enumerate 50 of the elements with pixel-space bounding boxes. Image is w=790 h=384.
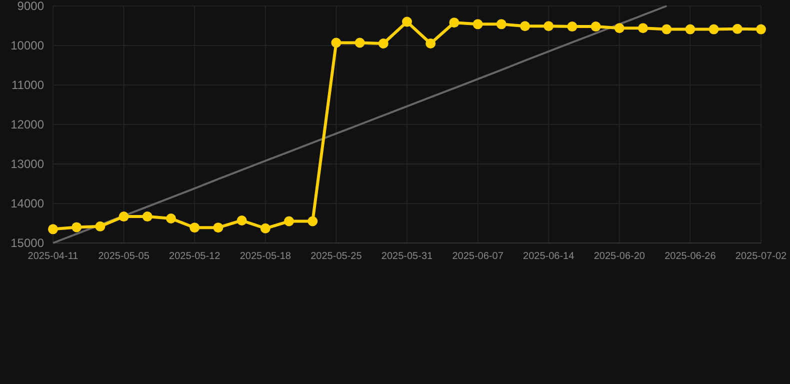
point bbox=[95, 221, 106, 232]
point bbox=[118, 212, 129, 222]
x-tick-label: 2025-05-05 bbox=[98, 251, 150, 262]
y-tick-label: 11000 bbox=[12, 78, 44, 92]
point bbox=[284, 216, 294, 226]
point bbox=[685, 24, 696, 34]
point bbox=[496, 19, 506, 30]
x-tick-label: 2025-07-02 bbox=[735, 251, 788, 262]
point bbox=[732, 24, 742, 34]
y-tick-label: 10000 bbox=[10, 38, 44, 52]
x-tick-label: 2025-06-07 bbox=[452, 251, 504, 262]
point bbox=[166, 214, 176, 224]
point bbox=[544, 21, 554, 32]
x-tick-label: 2025-06-20 bbox=[594, 251, 646, 262]
x-tick-label: 2025-06-26 bbox=[664, 251, 716, 262]
x-tick-label: 2025-05-31 bbox=[381, 251, 434, 262]
point bbox=[590, 22, 601, 32]
line-series bbox=[52, 5, 668, 244]
point bbox=[520, 21, 530, 32]
point bbox=[472, 19, 483, 30]
point bbox=[236, 215, 247, 226]
point bbox=[402, 16, 412, 27]
y-tick-label: 9000 bbox=[17, 0, 44, 13]
y-tick-label: 14000 bbox=[10, 196, 44, 210]
point bbox=[662, 24, 672, 34]
x-tick-label: 2025-05-12 bbox=[169, 251, 221, 262]
point bbox=[449, 18, 460, 28]
point bbox=[756, 24, 766, 34]
y-tick-label: 15000 bbox=[10, 236, 44, 250]
point bbox=[614, 23, 624, 34]
point bbox=[260, 223, 270, 234]
x-tick-label: 2025-05-18 bbox=[240, 251, 292, 262]
point bbox=[638, 23, 648, 34]
y-tick-label: 13000 bbox=[10, 156, 44, 171]
point bbox=[308, 216, 318, 226]
point bbox=[567, 22, 578, 32]
x-tick-label: 2025-05-25 bbox=[310, 251, 362, 262]
point bbox=[426, 38, 436, 49]
point bbox=[708, 24, 719, 34]
point bbox=[354, 38, 365, 48]
point bbox=[142, 212, 152, 222]
point bbox=[72, 222, 82, 232]
point bbox=[190, 222, 200, 233]
point bbox=[331, 38, 342, 48]
x-tick-label: 2025-06-14 bbox=[523, 251, 575, 262]
point bbox=[213, 222, 224, 233]
point bbox=[48, 224, 58, 234]
point bbox=[378, 38, 388, 49]
y-tick-label: 12000 bbox=[10, 117, 44, 132]
x-tick-label: 2025-04-11 bbox=[28, 251, 79, 262]
